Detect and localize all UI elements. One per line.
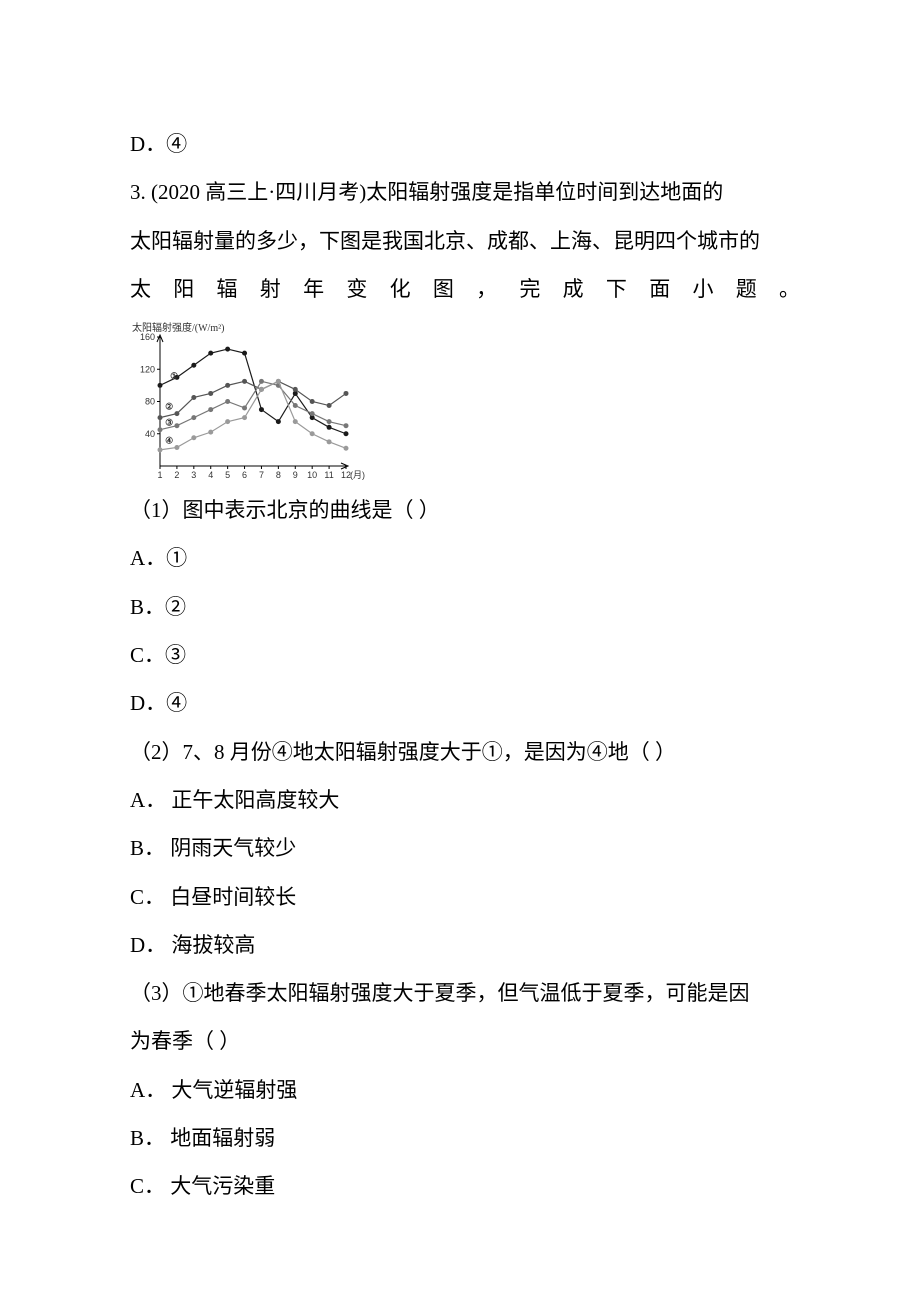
q3-sub1-option-c: C．③ [130,631,800,679]
q3-sub2-option-c: C． 白昼时间较长 [130,873,800,921]
q3-sub1-option-d: D．④ [130,679,800,727]
svg-text:8: 8 [276,470,281,480]
svg-text:120: 120 [140,364,155,374]
solar-radiation-chart: 太阳辐射强度/(W/m²)4080120160123456789101112(月… [130,319,800,484]
svg-text:10: 10 [307,470,317,480]
q3-sub2-option-a: A． 正午太阳高度较大 [130,776,800,824]
q3-sub3-line1: （3）①地春季太阳辐射强度大于夏季，但气温低于夏季，可能是因 [130,969,800,1017]
q3-sub1-option-a: A．① [130,534,800,582]
q3-intro-line3: 太 阳 辐 射 年 变 化 图 ， 完 成 下 面 小 题 。 [130,265,800,313]
q3-sub3-option-b: B． 地面辐射弱 [130,1114,800,1162]
svg-text:40: 40 [145,429,155,439]
svg-text:①: ① [170,371,178,381]
svg-text:③: ③ [165,418,173,428]
q3-sub2-option-d: D． 海拔较高 [130,921,800,969]
q3-intro-line1: 3. (2020 高三上·四川月考)太阳辐射强度是指单位时间到达地面的 [130,168,800,216]
svg-text:②: ② [165,402,173,412]
svg-text:160: 160 [140,332,155,342]
chart-svg: 太阳辐射强度/(W/m²)4080120160123456789101112(月… [130,319,370,484]
document-page: D．④ 3. (2020 高三上·四川月考)太阳辐射强度是指单位时间到达地面的 … [0,0,920,1291]
q3-sub3-option-a: A． 大气逆辐射强 [130,1066,800,1114]
q3-sub1: （1）图中表示北京的曲线是（ ） [130,486,800,534]
svg-text:7: 7 [259,470,264,480]
svg-text:9: 9 [293,470,298,480]
q3-sub3-option-c: C． 大气污染重 [130,1162,800,1210]
q3-sub2-option-b: B． 阴雨天气较少 [130,824,800,872]
svg-text:2: 2 [174,470,179,480]
q3-sub1-option-b: B．② [130,583,800,631]
svg-text:(月): (月) [350,470,365,480]
svg-text:11: 11 [324,470,333,480]
svg-text:4: 4 [208,470,213,480]
svg-text:6: 6 [242,470,247,480]
q3-sub3-line2: 为春季（ ） [130,1017,800,1065]
q3-intro-line2: 太阳辐射量的多少，下图是我国北京、成都、上海、昆明四个城市的 [130,217,800,265]
option-d-top: D．④ [130,120,800,168]
svg-text:④: ④ [165,436,173,446]
svg-text:80: 80 [145,397,155,407]
svg-text:5: 5 [225,470,230,480]
q3-sub2: （2）7、8 月份④地太阳辐射强度大于①，是因为④地（ ） [130,728,800,776]
svg-text:1: 1 [157,470,162,480]
svg-text:3: 3 [191,470,196,480]
